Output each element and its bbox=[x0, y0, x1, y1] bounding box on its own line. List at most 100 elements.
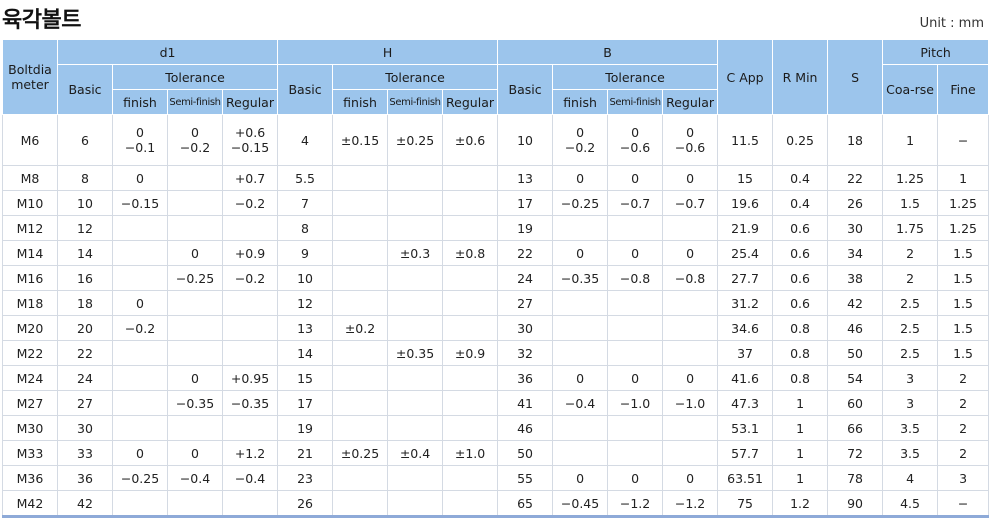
cell-value: M42 bbox=[16, 495, 44, 511]
table-cell: 22 bbox=[827, 165, 884, 191]
cell-value: 0 bbox=[191, 370, 199, 386]
table-cell: 2 bbox=[882, 240, 939, 266]
cell-value: 14 bbox=[77, 245, 93, 261]
cell-value: +0.9 bbox=[234, 245, 266, 261]
cell-value: M16 bbox=[16, 270, 44, 286]
cell-value: −0.15 bbox=[230, 140, 270, 155]
table-cell: 2 bbox=[937, 390, 990, 416]
table-cell: −0.35 bbox=[167, 390, 223, 416]
table-cell: −1.2 bbox=[607, 490, 664, 517]
header-b-semi-finish: Semi-finish bbox=[607, 89, 664, 115]
header-b: B bbox=[497, 39, 719, 65]
table-cell bbox=[112, 340, 168, 366]
cell-value: 12 bbox=[297, 295, 313, 311]
table-cell: 17 bbox=[497, 190, 554, 216]
cell-value: 75 bbox=[737, 495, 754, 511]
table-cell: 0 −0.1 bbox=[112, 114, 168, 166]
table-cell bbox=[662, 290, 719, 316]
table-row: M20 20 −0.2 13 ±0.2 30 34.6 0.8 46 2.5 1.5 bbox=[2, 315, 990, 341]
table-cell: 90 bbox=[827, 490, 884, 517]
table-cell bbox=[552, 415, 609, 441]
cell-value: 17 bbox=[297, 395, 313, 411]
table-cell: 32 bbox=[497, 340, 554, 366]
cell-value: 30 bbox=[77, 420, 93, 436]
cell-value: 19 bbox=[517, 220, 533, 236]
table-cell bbox=[167, 340, 223, 366]
table-cell: 75 bbox=[717, 490, 774, 517]
table-cell bbox=[387, 365, 444, 391]
table-cell: ±0.25 bbox=[387, 114, 444, 166]
table-cell: 13 bbox=[277, 315, 334, 341]
table-cell bbox=[167, 415, 223, 441]
cell-value: 1.5 bbox=[953, 295, 973, 311]
header-h-semi-finish: Semi-finish bbox=[387, 89, 444, 115]
table-cell: −0.2 bbox=[221, 190, 279, 216]
cell-value: 9 bbox=[301, 245, 309, 261]
table-cell bbox=[387, 465, 444, 491]
cell-value: 0 bbox=[631, 470, 640, 486]
table-cell: −0.7 bbox=[607, 190, 664, 216]
header-h-tolerance: Tolerance bbox=[332, 64, 499, 90]
cell-value: −0.35 bbox=[560, 270, 600, 286]
table-cell: −0.2 bbox=[112, 315, 168, 341]
table-cell: 21.9 bbox=[717, 215, 774, 241]
cell-value: 42 bbox=[77, 495, 93, 511]
cell-value: −1.0 bbox=[674, 395, 706, 411]
table-cell: 1 bbox=[772, 415, 829, 441]
table-cell: 47.3 bbox=[717, 390, 774, 416]
header-r: R Min bbox=[772, 39, 829, 115]
cell-value: 1.5 bbox=[900, 195, 920, 211]
cell-value: 17 bbox=[517, 195, 533, 211]
table-cell: 46 bbox=[497, 415, 554, 441]
cell-value: 46 bbox=[847, 320, 864, 336]
cell-value: 5.5 bbox=[295, 170, 315, 186]
header-d1-finish: finish bbox=[112, 89, 168, 115]
cell-value: 38 bbox=[847, 270, 864, 286]
cell-value: 0 bbox=[631, 370, 640, 386]
table-cell bbox=[167, 315, 223, 341]
table-cell bbox=[387, 315, 444, 341]
table-cell: 20 bbox=[57, 315, 113, 341]
bolt-size-cell: M6 bbox=[2, 114, 58, 166]
cell-value: −0.4 bbox=[179, 470, 211, 486]
table-cell: 36 bbox=[57, 465, 113, 491]
cell-value: 15 bbox=[737, 170, 754, 186]
table-cell: ±0.25 bbox=[332, 440, 389, 466]
cell-value: 22 bbox=[517, 245, 533, 261]
table-cell: 3 bbox=[882, 390, 939, 416]
unit-label: Unit : mm bbox=[919, 16, 984, 31]
table-cell: 0 −0.2 bbox=[167, 114, 223, 166]
header-h: H bbox=[277, 39, 499, 65]
table-cell bbox=[332, 490, 389, 517]
table-cell: 3.5 bbox=[882, 415, 939, 441]
table-cell bbox=[552, 340, 609, 366]
table-cell: 1.75 bbox=[882, 215, 939, 241]
bolt-size-cell: M27 bbox=[2, 390, 58, 416]
table-cell bbox=[112, 415, 168, 441]
table-cell: 0 bbox=[607, 365, 664, 391]
cell-value: −0.4 bbox=[234, 470, 266, 486]
cell-value: M6 bbox=[20, 132, 40, 148]
cell-value: 21.9 bbox=[731, 220, 759, 236]
cell-value: − bbox=[957, 495, 969, 511]
table-cell: ±0.6 bbox=[442, 114, 499, 166]
cell-value: 0.6 bbox=[790, 270, 810, 286]
table-cell bbox=[221, 315, 279, 341]
table-row: M42 42 26 65 −0.45 −1.2 −1.2 75 1.2 90 4.5 − bbox=[2, 490, 990, 517]
cell-value: 0 bbox=[191, 125, 199, 140]
table-cell: 2 bbox=[882, 265, 939, 291]
table-row: M8 8 0 +0.7 5.5 13 0 0 0 15 0.4 22 1.25 1 bbox=[2, 165, 990, 191]
table-row: M30 30 19 46 53.1 1 66 3.5 2 bbox=[2, 415, 990, 441]
cell-value: 23 bbox=[297, 470, 313, 486]
cell-value: 1.5 bbox=[953, 270, 973, 286]
cell-value: 10 bbox=[517, 132, 533, 148]
cell-value: 34 bbox=[847, 245, 864, 261]
table-cell bbox=[387, 415, 444, 441]
cell-value: 33 bbox=[77, 445, 93, 461]
table-cell: 0 bbox=[112, 440, 168, 466]
table-cell bbox=[607, 440, 664, 466]
table-cell: − bbox=[937, 490, 990, 517]
cell-value: 1 bbox=[796, 395, 805, 411]
table-cell: 16 bbox=[57, 265, 113, 291]
cell-value: 0 bbox=[686, 370, 695, 386]
